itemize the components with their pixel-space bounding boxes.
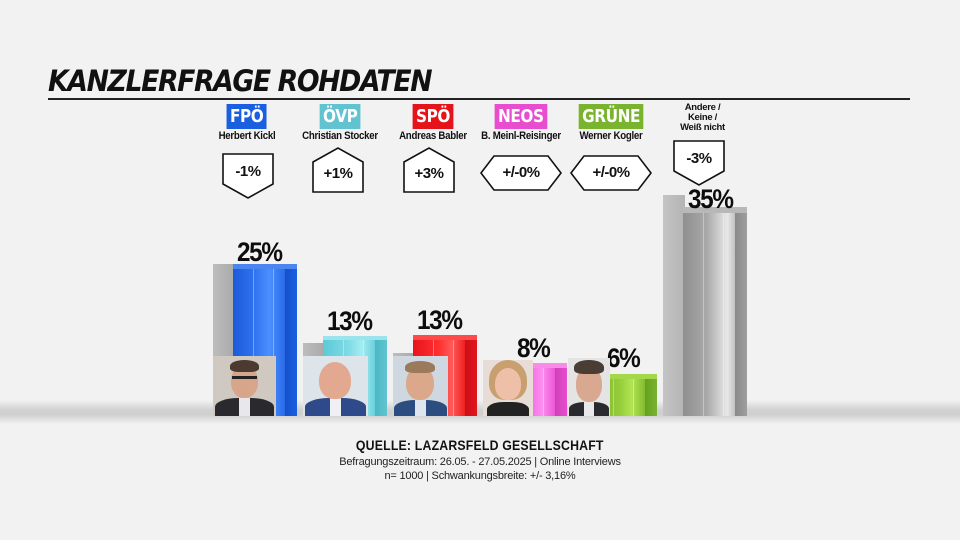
title-underline: [48, 98, 910, 100]
header-neos: NEOS B. Meinl-Reisinger: [471, 104, 571, 142]
value-label-ovp: 13%: [327, 306, 373, 336]
change-label: +/-0%: [502, 164, 540, 181]
page-title: KANZLERFRAGE ROHDATEN: [48, 64, 433, 98]
floor-shadow: [0, 400, 960, 424]
candidate-name: Christian Stocker: [302, 130, 378, 142]
change-label: +/-0%: [592, 164, 630, 181]
ghost-bar-other: [663, 195, 685, 416]
bar-side-gruene: [645, 379, 657, 416]
header-fpo: FPÖ Herbert Kickl: [197, 104, 297, 142]
change-indicator-neos: +/-0%: [480, 155, 562, 191]
party-badge: FPÖ: [226, 104, 268, 129]
bar-top-ovp: [323, 336, 387, 342]
arrow-up-pentagon-icon: [312, 147, 364, 193]
candidate-photo-stocker: [303, 356, 368, 416]
bar-top-other: [683, 207, 747, 214]
source-title: QUELLE: LAZARSFELD GESELLSCHAFT: [356, 437, 604, 453]
source-block: QUELLE: LAZARSFELD GESELLSCHAFT Befragun…: [0, 437, 960, 483]
change-indicator-gruene: +/-0%: [570, 155, 652, 191]
bar-side-fpo: [285, 269, 297, 416]
candidate-photo-meinl-reisinger: [483, 360, 533, 416]
neutral-hexagon-icon: [480, 155, 562, 191]
arrow-down-pentagon-icon: [222, 153, 274, 199]
value-label-fpo: 25%: [237, 237, 283, 267]
change-label: +1%: [323, 165, 353, 182]
change-indicator-fpo: -1%: [222, 153, 274, 200]
bar-side-neos: [555, 368, 567, 416]
candidate-photo-kogler: [568, 358, 610, 416]
header-gruene: GRÜNE Werner Kogler: [561, 104, 661, 142]
other-label-line: Weiß nicht: [680, 122, 725, 133]
header-spo: SPÖ Andreas Babler: [383, 104, 483, 142]
candidate-name: Andreas Babler: [399, 130, 467, 142]
bar-side-other: [735, 213, 747, 416]
candidate-name: Herbert Kickl: [218, 130, 276, 142]
bar-top-neos: [503, 363, 567, 369]
change-indicator-other: -3%: [673, 140, 725, 187]
party-badge: GRÜNE: [578, 104, 644, 129]
candidate-name: Werner Kogler: [579, 130, 643, 142]
value-label-neos: 8%: [517, 333, 551, 363]
sample-info: n= 1000 | Schwankungsbreite: +/- 3,16%: [384, 470, 576, 482]
change-label: -3%: [686, 150, 712, 167]
header-ovp: ÖVP Christian Stocker: [290, 104, 390, 142]
party-badge: NEOS: [494, 104, 548, 129]
change-indicator-ovp: +1%: [312, 147, 364, 194]
other-label-line: Keine /: [687, 112, 718, 123]
bar-side-spo: [465, 340, 477, 416]
candidate-name: B. Meinl-Reisinger: [481, 130, 561, 142]
change-label: -1%: [235, 163, 261, 180]
change-indicator-spo: +3%: [403, 147, 455, 194]
value-label-gruene: 6%: [607, 343, 641, 373]
arrow-down-pentagon-icon: [673, 140, 725, 186]
value-label-other: 35%: [688, 184, 734, 214]
bar-top-gruene: [593, 374, 657, 380]
candidate-photo-babler: [393, 356, 448, 416]
header-other: Andere / Keine / Weiß nicht: [665, 103, 740, 133]
other-label-line: Andere /: [684, 102, 721, 113]
survey-period: Befragungszeitraum: 26.05. - 27.05.2025 …: [339, 456, 621, 468]
bar-side-ovp: [375, 340, 387, 416]
arrow-up-pentagon-icon: [403, 147, 455, 193]
bar-top-spo: [413, 335, 477, 341]
bar-other: [683, 213, 735, 416]
change-label: +3%: [414, 165, 444, 182]
party-badge: ÖVP: [319, 104, 361, 129]
party-badge: SPÖ: [412, 104, 454, 129]
candidate-photo-kickl: [213, 356, 276, 416]
neutral-hexagon-icon: [570, 155, 652, 191]
value-label-spo: 13%: [417, 305, 463, 335]
bar-top-fpo: [233, 264, 297, 270]
